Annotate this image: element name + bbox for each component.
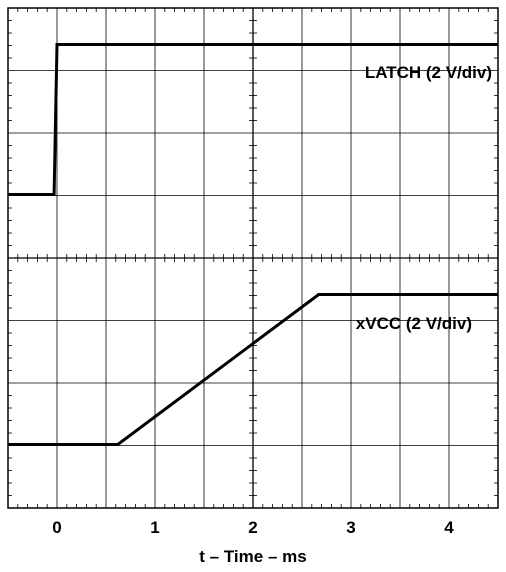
latch-trace [8, 43, 498, 196]
x-tick-label: 4 [444, 518, 454, 537]
traces [8, 43, 498, 446]
x-tick-label: 0 [52, 518, 61, 537]
x-tick-label: 2 [248, 518, 257, 537]
plot-frame [7, 7, 499, 509]
grid [8, 8, 498, 508]
x-tick-label: 1 [150, 518, 159, 537]
xvcc-trace-label: xVCC (2 V/div) [356, 314, 472, 333]
x-tick-label: 3 [346, 518, 355, 537]
xvcc-trace [8, 293, 498, 446]
latch-trace-label: LATCH (2 V/div) [365, 63, 492, 82]
x-axis-label: t – Time – ms [199, 547, 306, 566]
x-tick-labels: 0 1 2 3 4 [52, 518, 454, 537]
